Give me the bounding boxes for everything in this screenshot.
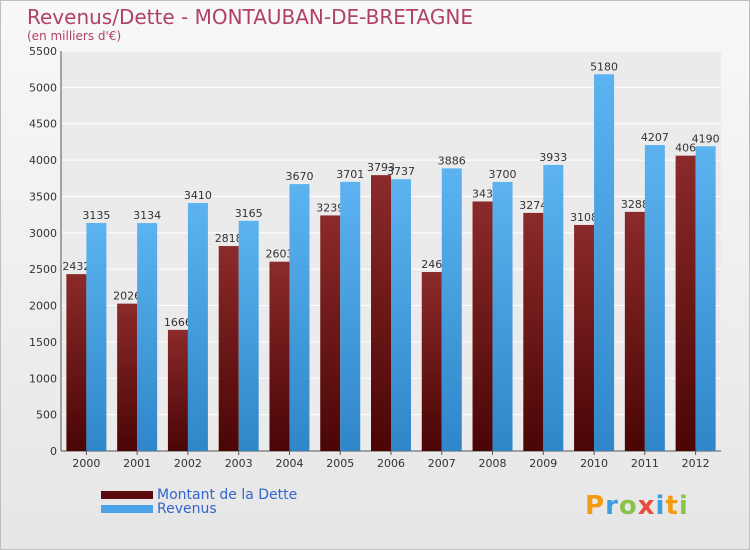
data-label-revenus: 4207 xyxy=(641,131,669,144)
logo-letter: i xyxy=(655,491,666,521)
bar-revenus xyxy=(492,181,513,451)
bar-revenus xyxy=(289,184,310,451)
y-tick-label: 1000 xyxy=(29,372,57,385)
x-tick-label: 2010 xyxy=(580,457,608,470)
data-label-revenus: 3670 xyxy=(285,170,313,183)
x-tick-label: 2001 xyxy=(123,457,151,470)
data-label-dette: 3274 xyxy=(519,199,547,212)
data-label-dette: 2603 xyxy=(265,248,293,261)
x-tick-label: 2011 xyxy=(631,457,659,470)
data-label-revenus: 3933 xyxy=(539,151,567,164)
y-tick-label: 5000 xyxy=(29,81,57,94)
y-tick-label: 4000 xyxy=(29,154,57,167)
data-label-revenus: 3134 xyxy=(133,209,161,222)
data-label-dette: 343 xyxy=(472,187,493,200)
legend-label-revenus: Revenus xyxy=(157,501,217,517)
data-label-revenus: 3165 xyxy=(235,207,263,220)
proxiti-logo: Proxiti xyxy=(585,491,689,521)
x-tick-label: 2000 xyxy=(72,457,100,470)
x-tick-label: 2005 xyxy=(326,457,354,470)
x-tick-label: 2009 xyxy=(529,457,557,470)
logo-letter: t xyxy=(665,491,679,521)
bar-dette xyxy=(523,212,544,451)
logo-letter: i xyxy=(678,491,689,521)
data-label-revenus: 3701 xyxy=(336,168,364,181)
x-tick-label: 2012 xyxy=(682,457,710,470)
data-label-dette: 3239 xyxy=(316,201,344,214)
bar-revenus xyxy=(644,145,665,451)
bar-revenus xyxy=(86,223,107,451)
bar-dette xyxy=(269,261,290,451)
bar-revenus xyxy=(391,179,411,451)
bar-revenus xyxy=(238,220,259,451)
x-tick-label: 2004 xyxy=(275,457,303,470)
bar-dette xyxy=(66,274,87,451)
data-label-dette: 3108 xyxy=(570,211,598,224)
data-label-dette: 2432 xyxy=(62,260,90,273)
y-tick-label: 0 xyxy=(50,445,57,458)
bar-revenus xyxy=(441,168,462,451)
bar-revenus xyxy=(695,146,716,452)
bar-revenus xyxy=(340,181,361,451)
data-label-revenus: 4190 xyxy=(692,132,720,145)
bar-dette xyxy=(624,211,645,451)
legend-swatch-dette xyxy=(101,491,153,499)
y-tick-label: 2500 xyxy=(29,263,57,276)
legend-label-dette: Montant de la Dette xyxy=(157,487,298,503)
bar-dette xyxy=(218,246,239,451)
data-label-dette: 406 xyxy=(675,142,696,155)
bar-dette xyxy=(117,303,138,451)
logo-letter: P xyxy=(585,491,606,521)
bar-dette xyxy=(472,201,493,451)
y-tick-label: 5500 xyxy=(29,45,57,58)
chart-title: Revenus/Dette - MONTAUBAN-DE-BRETAGNE xyxy=(27,5,473,29)
bar-dette xyxy=(320,215,341,451)
data-label-revenus: 3135 xyxy=(82,209,110,222)
bar-dette xyxy=(675,155,696,451)
legend-swatch-revenus xyxy=(101,505,153,513)
chart-subtitle: (en milliers d'€) xyxy=(27,29,122,43)
y-tick-label: 3500 xyxy=(29,190,57,203)
bar-revenus xyxy=(187,203,208,451)
x-tick-label: 2003 xyxy=(225,457,253,470)
legend-item-dette: Montant de la Dette xyxy=(101,487,297,503)
x-tick-label: 2007 xyxy=(428,457,456,470)
bar-dette xyxy=(167,329,188,451)
x-tick-label: 2006 xyxy=(377,457,405,470)
data-label-dette: 2026 xyxy=(113,290,141,303)
y-tick-label: 3000 xyxy=(29,227,57,240)
x-tick-label: 2008 xyxy=(479,457,507,470)
data-label-revenus: 5180 xyxy=(590,60,618,73)
logo-letter: o xyxy=(618,491,638,521)
data-label-revenus: 3410 xyxy=(184,189,212,202)
bar-dette xyxy=(371,175,391,452)
bar-revenus xyxy=(543,164,564,452)
bar-dette xyxy=(574,224,595,451)
bar-dette xyxy=(421,272,442,451)
y-tick-label: 500 xyxy=(36,409,57,422)
bar-revenus xyxy=(594,74,615,451)
bar-revenus xyxy=(137,223,158,451)
y-tick-label: 2000 xyxy=(29,300,57,313)
data-label-dette: 3793 xyxy=(367,161,395,174)
logo-letter: x xyxy=(637,491,656,521)
logo-letter: r xyxy=(605,491,619,521)
y-tick-label: 4500 xyxy=(29,118,57,131)
data-label-revenus: 3700 xyxy=(489,168,517,181)
data-label-dette: 2818 xyxy=(215,232,243,245)
legend-item-revenus: Revenus xyxy=(101,501,217,517)
data-label-dette: 3288 xyxy=(621,198,649,211)
data-label-dette: 246 xyxy=(421,258,442,271)
data-label-revenus: 3737 xyxy=(387,165,415,178)
data-label-dette: 1666 xyxy=(164,316,192,329)
y-tick-label: 1500 xyxy=(29,336,57,349)
x-tick-label: 2002 xyxy=(174,457,202,470)
data-label-revenus: 3886 xyxy=(438,154,466,167)
